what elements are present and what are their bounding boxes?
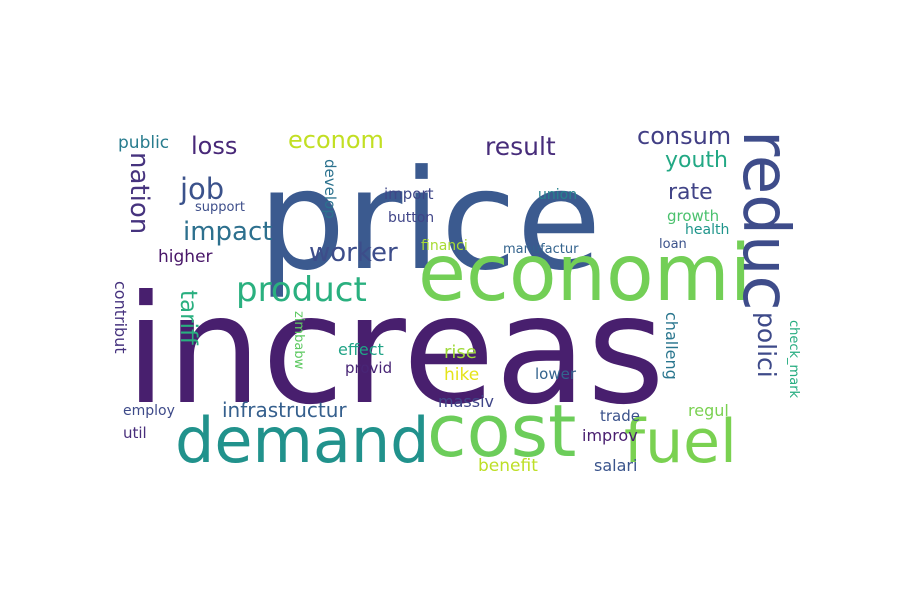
word-worker: worker: [309, 238, 398, 268]
word-rise: rise: [444, 342, 477, 363]
word-challeng: challeng: [662, 312, 681, 380]
word-health: health: [685, 222, 729, 238]
word-financi: financi: [421, 238, 468, 254]
word-support: support: [195, 200, 245, 215]
word-massiv: massiv: [438, 392, 494, 411]
word-provid: provid: [345, 359, 392, 377]
word-contribut: contribut: [111, 281, 130, 354]
word-trade: trade: [600, 407, 640, 425]
word-lower: lower: [535, 365, 577, 383]
word-reduc: reduc: [728, 130, 802, 311]
word-loan: loan: [659, 237, 687, 252]
word-fuel: fuel: [624, 407, 737, 477]
word-price: price: [258, 140, 601, 301]
word-public: public: [118, 133, 169, 153]
word-regul: regul: [688, 401, 729, 420]
word-impact: impact: [183, 217, 272, 247]
word-manufactur: manufactur: [503, 242, 579, 257]
word-demand: demand: [175, 404, 430, 477]
word-rate: rate: [668, 180, 713, 205]
word-union: union: [538, 187, 577, 203]
word-polici: polici: [752, 312, 781, 378]
word-tariff: tariff: [175, 290, 201, 346]
word-result: result: [485, 132, 556, 161]
word-zimbabw: zimbabw: [291, 311, 306, 370]
word-higher: higher: [158, 247, 213, 267]
word-check-mark: check_mark: [786, 320, 801, 399]
word-consum: consum: [637, 122, 731, 150]
word-nation: nation: [124, 152, 154, 234]
word-job: job: [179, 172, 224, 206]
word-econom: econom: [288, 126, 384, 154]
word-economi: economi: [418, 229, 751, 319]
word-infrastructur: infrastructur: [222, 398, 347, 422]
word-hike: hike: [444, 365, 479, 385]
word-effect: effect: [338, 340, 384, 359]
word-increas: increas: [125, 264, 665, 438]
word-improv: improv: [582, 426, 638, 445]
word-import: import: [384, 185, 434, 203]
word-util: util: [123, 424, 147, 442]
word-develop: develop: [321, 159, 339, 219]
word-youth: youth: [665, 148, 728, 173]
word-employ: employ: [123, 403, 175, 419]
word-button: button: [388, 210, 434, 226]
word-loss: loss: [191, 132, 237, 160]
word-cost: cost: [427, 389, 576, 473]
word-product: product: [236, 270, 367, 310]
word-growth: growth: [667, 207, 719, 225]
word-benefit: benefit: [478, 456, 538, 476]
word-salari: salari: [594, 456, 637, 475]
